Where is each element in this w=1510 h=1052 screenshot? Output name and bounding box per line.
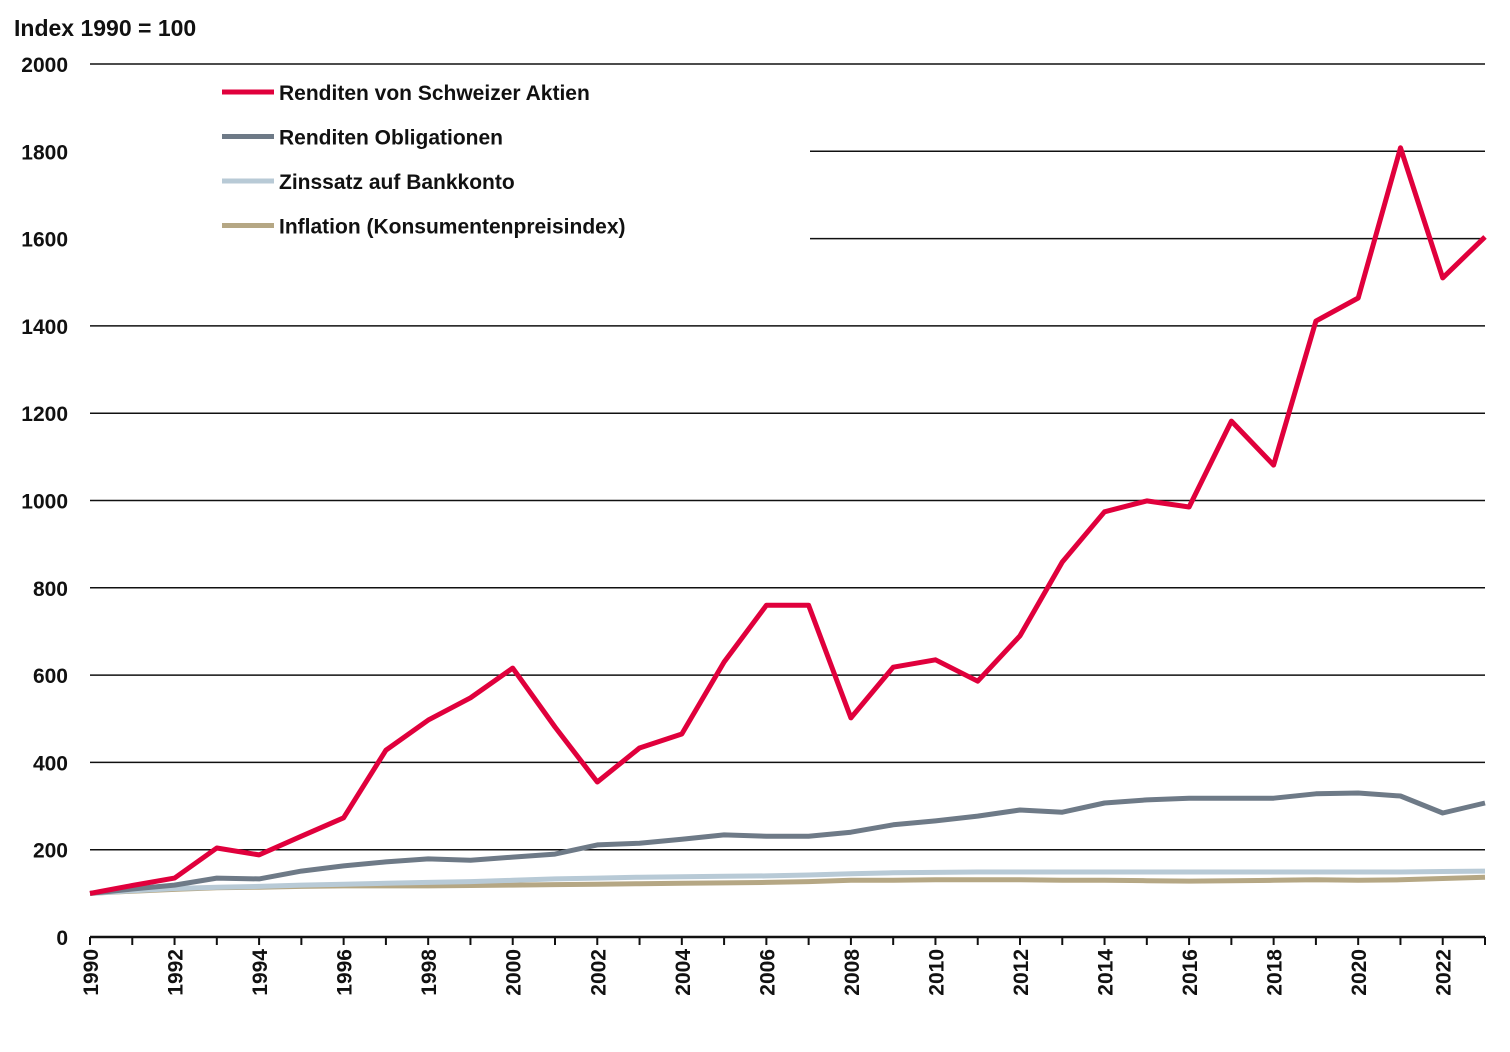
chart-title: Index 1990 = 100	[14, 15, 196, 41]
x-tick-label: 1996	[334, 949, 357, 996]
x-tick-label: 2002	[587, 949, 610, 996]
y-tick-label: 600	[33, 665, 68, 688]
legend-label: Renditen Obligationen	[279, 127, 503, 150]
x-tick-label: 1992	[165, 949, 188, 996]
x-tick-label: 1994	[249, 949, 272, 996]
series-line	[89, 145, 1487, 896]
x-tick-label: 2008	[841, 949, 864, 996]
x-tick-label: 2004	[672, 949, 695, 996]
y-tick-label: 800	[33, 578, 68, 601]
y-tick-label: 1400	[21, 316, 68, 339]
x-tick-label: 2006	[756, 949, 779, 996]
y-tick-label: 1600	[21, 229, 68, 252]
y-tick-label: 200	[33, 840, 68, 863]
x-tick-label: 2012	[1010, 949, 1033, 996]
legend-label: Inflation (Konsumentenpreisindex)	[279, 216, 626, 239]
x-tick-label: 1990	[80, 949, 103, 996]
y-tick-label: 1800	[21, 141, 68, 164]
y-tick-label: 400	[33, 752, 68, 775]
legend-label: Renditen von Schweizer Aktien	[279, 82, 590, 105]
x-tick-label: 2016	[1179, 949, 1202, 996]
y-tick-label: 0	[56, 927, 68, 950]
x-tick-label: 2000	[503, 949, 526, 996]
x-tick-label: 2022	[1433, 949, 1456, 996]
x-tick-label: 1998	[418, 949, 441, 996]
x-tick-label: 2014	[1095, 949, 1118, 996]
series-line	[89, 790, 1486, 896]
y-tick-label: 1200	[21, 403, 68, 426]
y-tick-label: 1000	[21, 491, 68, 514]
series-line	[89, 868, 1486, 896]
y-tick-label: 2000	[21, 54, 68, 77]
x-tick-label: 2018	[1264, 949, 1287, 996]
legend-label: Zinssatz auf Bankkonto	[279, 171, 515, 194]
x-tick-label: 2010	[925, 949, 948, 996]
x-tick-label: 2020	[1348, 949, 1371, 996]
